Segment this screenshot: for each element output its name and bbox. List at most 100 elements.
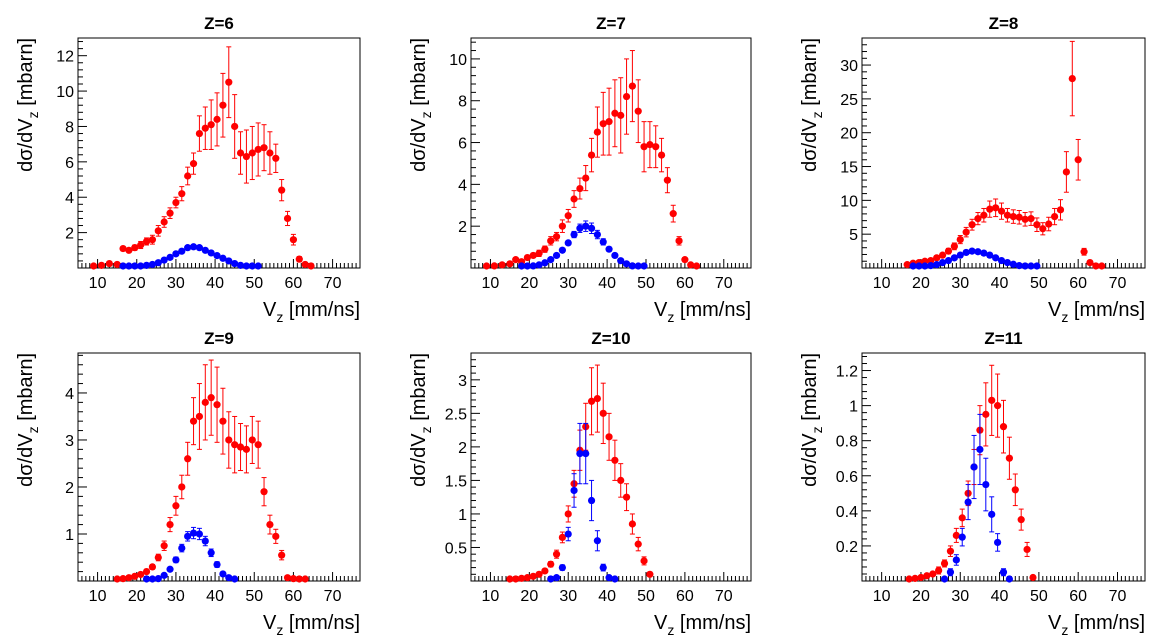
data-point: [587, 496, 596, 505]
data-point: [976, 445, 984, 454]
data-point: [994, 402, 1002, 410]
data-point: [986, 251, 994, 259]
data-point: [189, 529, 198, 537]
y-tick-label: 25: [840, 92, 858, 109]
data-point: [938, 251, 947, 259]
data-point: [1003, 211, 1012, 219]
y-tick-label: 1: [849, 399, 858, 416]
data-point: [242, 445, 251, 453]
data-point: [219, 570, 227, 578]
data-point: [605, 433, 613, 441]
x-tick-label: 20: [912, 275, 930, 292]
y-tick-label: 1.2: [836, 364, 858, 381]
y-axis-label: dσ/dVz [mbarn]: [799, 38, 825, 172]
data-point: [564, 530, 572, 538]
data-point: [178, 544, 186, 552]
data-point: [1074, 156, 1082, 164]
x-tick-label: 20: [912, 588, 930, 605]
data-point: [927, 262, 935, 270]
data-point: [917, 573, 925, 582]
data-point: [512, 256, 520, 264]
data-point: [599, 409, 607, 417]
data-point: [119, 262, 127, 270]
panel-title: Z=7: [596, 14, 626, 33]
series-blue: [517, 220, 648, 270]
data-point: [195, 244, 204, 252]
panel-title: Z=6: [204, 14, 234, 33]
y-tick-label: 0.5: [445, 540, 467, 557]
data-point: [231, 575, 239, 583]
data-point: [283, 214, 292, 223]
data-point: [195, 530, 204, 538]
x-tick-label: 40: [598, 588, 616, 605]
data-point: [506, 575, 514, 583]
data-point: [992, 204, 1000, 212]
panel-title: Z=9: [204, 329, 234, 348]
data-point: [1098, 262, 1106, 270]
data-point: [675, 237, 683, 245]
y-tick-label: 0.4: [836, 504, 858, 521]
x-tick-label: 10: [89, 275, 107, 292]
panel-title: Z=8: [989, 14, 1019, 33]
data-point: [605, 574, 613, 582]
data-point: [946, 547, 955, 555]
y-tick-label: 2: [65, 226, 74, 243]
panel-title: Z=11: [984, 329, 1022, 348]
data-point: [119, 244, 127, 253]
data-point: [278, 551, 286, 559]
data-point: [1009, 212, 1017, 221]
data-point: [283, 574, 292, 582]
panel-title: Z=10: [591, 329, 630, 348]
data-point: [295, 255, 303, 263]
data-point: [646, 570, 654, 578]
series-red: [905, 364, 1037, 583]
x-tick-label: 60: [1069, 275, 1087, 292]
x-tick-label: 70: [324, 275, 342, 292]
data-point: [189, 417, 198, 425]
data-point: [593, 128, 601, 136]
data-point: [1045, 220, 1053, 228]
data-point: [242, 262, 251, 270]
data-point: [184, 172, 192, 180]
data-point: [980, 249, 988, 257]
data-point: [903, 261, 911, 269]
data-point: [166, 253, 174, 261]
x-tick-label: 30: [951, 275, 969, 292]
data-point: [935, 566, 943, 575]
data-point: [125, 246, 133, 254]
data-point: [213, 401, 221, 409]
data-point: [113, 575, 121, 583]
data-point: [1005, 454, 1013, 462]
data-point: [952, 531, 960, 540]
data-point: [517, 262, 526, 270]
data-point: [523, 574, 531, 582]
series-blue: [547, 422, 619, 583]
data-point: [570, 195, 578, 203]
data-point: [248, 262, 256, 270]
y-axis-label: dσ/dVz [mbarn]: [408, 353, 434, 487]
data-point: [628, 82, 636, 90]
data-point: [178, 247, 186, 255]
data-point: [154, 227, 162, 235]
data-point: [541, 259, 549, 267]
data-point: [617, 111, 625, 119]
data-point: [490, 262, 498, 270]
x-tick-label: 40: [991, 588, 1009, 605]
data-point: [663, 176, 671, 184]
data-point: [225, 436, 233, 444]
data-point: [260, 488, 268, 496]
data-point: [307, 262, 315, 270]
x-tick-label: 30: [167, 275, 185, 292]
data-point: [97, 261, 106, 269]
data-point: [529, 572, 537, 580]
data-point: [974, 248, 982, 256]
data-point: [195, 129, 204, 138]
data-point: [236, 149, 245, 157]
data-point: [207, 394, 215, 402]
data-point: [552, 233, 561, 241]
data-point: [921, 262, 929, 270]
data-point: [1027, 262, 1035, 270]
data-point: [605, 245, 613, 253]
series-blue: [940, 413, 1013, 583]
